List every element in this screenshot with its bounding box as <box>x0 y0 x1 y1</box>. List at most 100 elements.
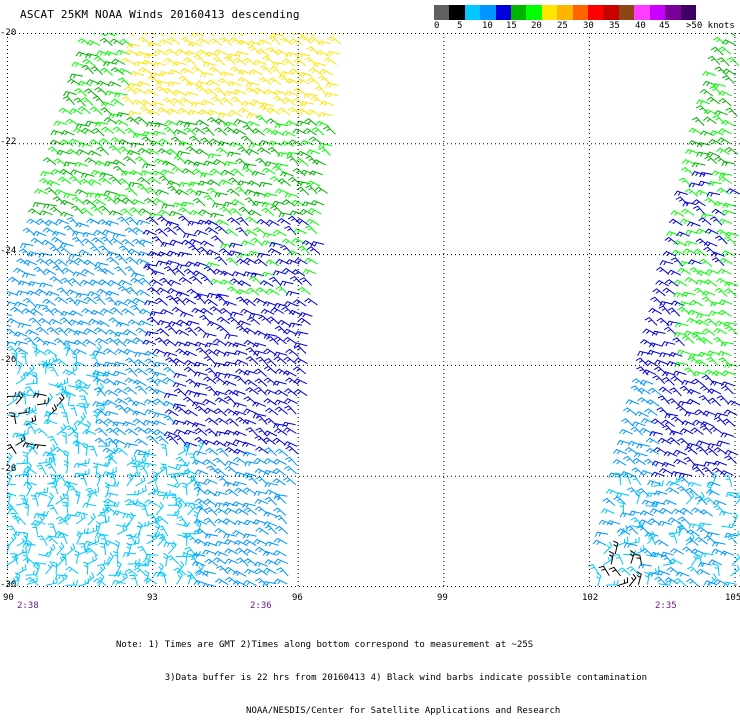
wind-barb <box>309 68 322 75</box>
wind-barb <box>179 208 192 215</box>
wind-barb <box>174 568 187 575</box>
wind-barb <box>255 447 268 454</box>
wind-barb <box>225 467 238 474</box>
wind-barb <box>623 408 636 415</box>
wind-barb <box>697 528 710 534</box>
wind-barb <box>194 383 207 387</box>
wind-barb <box>319 147 331 155</box>
wind-barb <box>46 464 57 473</box>
wind-barb <box>146 387 159 394</box>
wind-barb <box>719 310 732 316</box>
wind-barb <box>101 102 114 106</box>
wind-barb <box>76 150 89 155</box>
wind-barb <box>118 78 130 86</box>
wind-barb <box>113 428 126 435</box>
wind-barb <box>54 121 67 125</box>
wind-barb <box>284 399 297 404</box>
wind-barb <box>87 555 97 565</box>
wind-barb <box>198 247 210 255</box>
wind-barb <box>264 522 277 527</box>
wind-barb <box>686 150 699 154</box>
wind-barb <box>194 393 207 397</box>
wind-barb <box>72 62 85 66</box>
wind-barb <box>17 361 22 374</box>
wind-barb <box>43 299 56 305</box>
wind-barb <box>718 269 731 274</box>
wind-barb <box>27 540 31 553</box>
wind-barb <box>251 100 264 105</box>
wind-barb <box>36 465 46 475</box>
colorbar-label: 35 <box>609 21 620 31</box>
wind-barb <box>696 441 709 445</box>
wind-barb <box>233 403 246 407</box>
wind-barb <box>34 267 46 275</box>
wind-barb <box>156 190 169 195</box>
wind-barb <box>163 340 176 347</box>
wind-barb <box>670 549 683 554</box>
wind-barb <box>47 505 58 514</box>
wind-barb <box>132 228 145 234</box>
wind-barb <box>156 87 168 94</box>
wind-barb <box>224 397 236 405</box>
wind-barb <box>61 432 66 444</box>
wind-barb <box>264 512 277 516</box>
wind-barb <box>97 473 101 486</box>
wind-barb <box>26 424 36 434</box>
wind-barb <box>265 483 278 487</box>
wind-barb <box>154 362 167 367</box>
wind-barb <box>44 420 57 424</box>
wind-barb <box>271 308 284 314</box>
wind-barb <box>184 367 197 374</box>
wind-barb <box>224 442 237 446</box>
wind-barb <box>135 117 147 124</box>
wind-barb <box>614 555 623 565</box>
wind-barb <box>70 74 83 78</box>
wind-barb <box>273 381 286 385</box>
wind-barb <box>23 558 36 565</box>
wind-barb <box>239 108 252 114</box>
wind-barb <box>23 228 36 235</box>
wind-barb <box>115 541 119 554</box>
wind-barb <box>236 159 248 167</box>
wind-barb <box>197 39 210 45</box>
wind-barb <box>107 252 120 256</box>
wind-barb <box>294 346 306 354</box>
wind-barb <box>231 97 243 105</box>
wind-barb <box>14 332 27 337</box>
wind-barb <box>216 148 229 155</box>
wind-barb <box>694 249 707 256</box>
wind-barb <box>278 219 291 225</box>
wind-barb <box>305 299 318 305</box>
wind-barb <box>249 277 261 284</box>
wind-barb <box>38 457 50 464</box>
wind-barb <box>167 251 180 255</box>
note-line-1: Note: 1) Times are GMT 2)Times along bot… <box>116 640 647 651</box>
wind-barb <box>53 266 65 274</box>
wind-barb <box>143 164 156 169</box>
wind-barb <box>215 257 227 265</box>
wind-barb <box>95 339 108 345</box>
wind-barb <box>128 320 141 326</box>
wind-barb <box>656 267 669 274</box>
wind-barb <box>297 54 310 59</box>
wind-barb <box>16 458 28 464</box>
wind-barb <box>243 420 256 425</box>
wind-barb <box>719 511 732 515</box>
wind-barb <box>157 288 170 294</box>
wind-barb <box>225 91 238 95</box>
wind-barb <box>699 396 711 404</box>
wind-barb <box>94 579 107 586</box>
wind-barb <box>59 108 72 114</box>
wind-barb <box>663 288 676 294</box>
wind-barb <box>52 562 57 575</box>
wind-barb <box>696 106 708 114</box>
wind-barb <box>153 491 166 495</box>
wind-barb <box>69 139 82 143</box>
wind-barb <box>203 550 216 554</box>
wind-barb <box>101 269 114 275</box>
wind-barb <box>631 386 643 394</box>
colorbar-swatch <box>573 5 588 20</box>
wind-barb <box>93 411 98 424</box>
wind-barb <box>274 538 287 544</box>
wind-barb <box>143 340 156 345</box>
